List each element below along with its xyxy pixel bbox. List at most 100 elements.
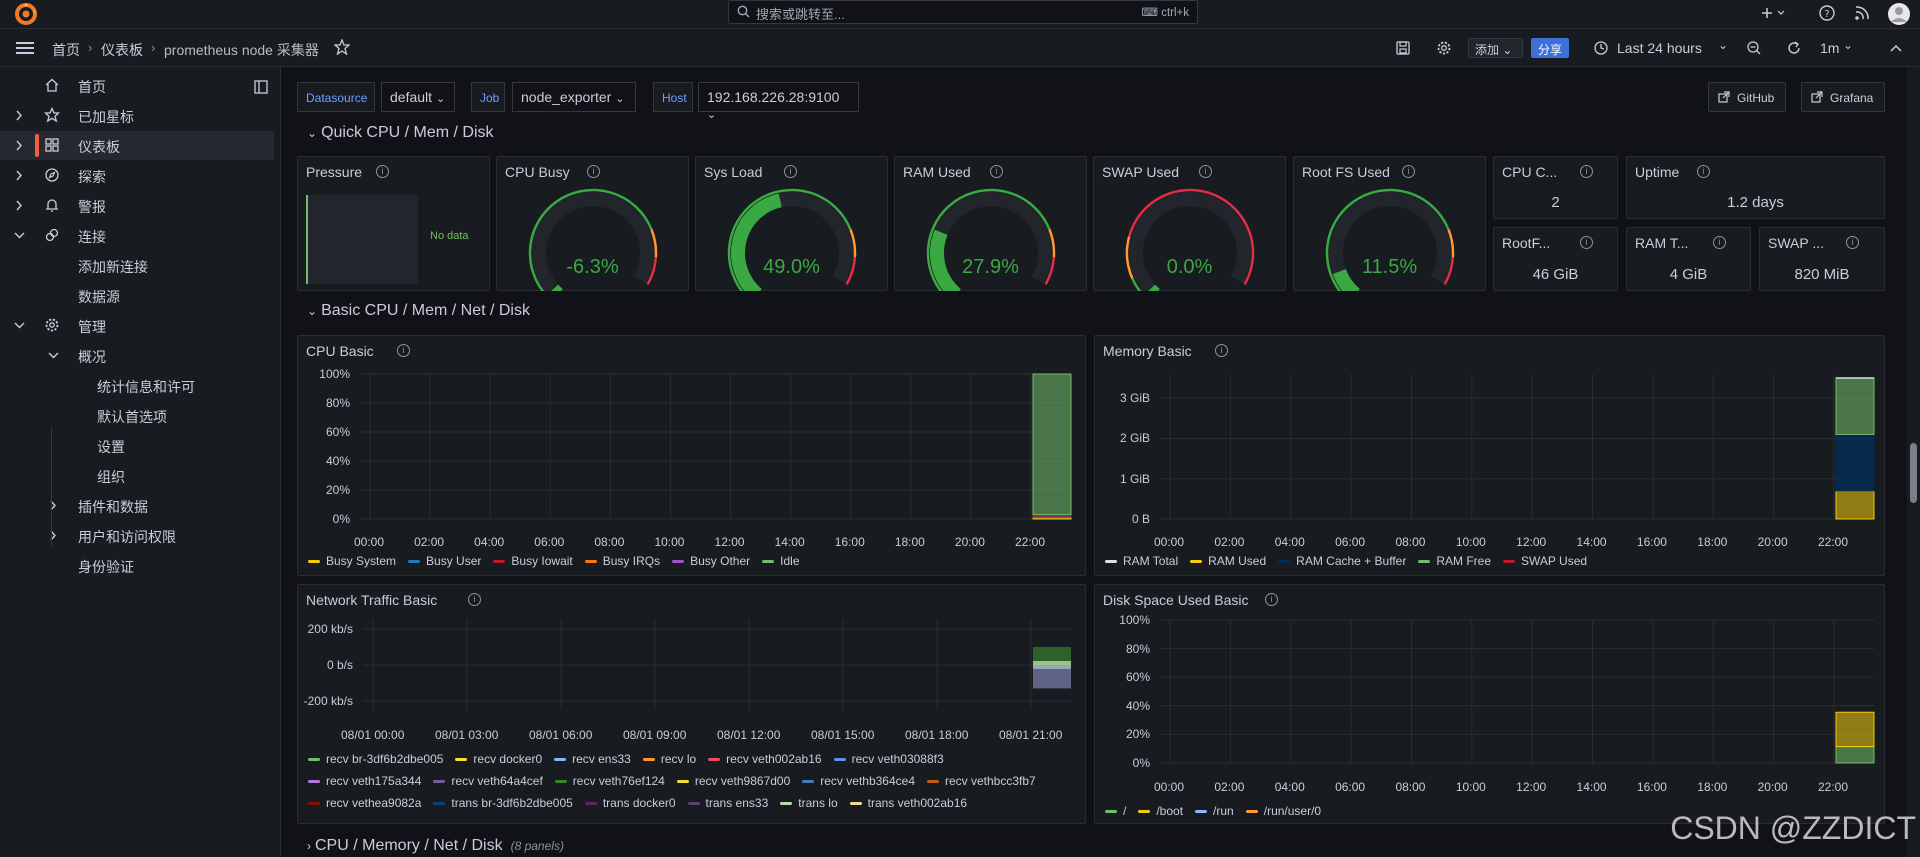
star-icon[interactable]	[334, 39, 350, 55]
info-icon[interactable]: i	[1265, 593, 1278, 606]
legend-item[interactable]: /run	[1195, 800, 1234, 822]
refresh-interval-picker[interactable]: 1m	[1820, 40, 1840, 56]
info-icon[interactable]: i	[784, 165, 797, 178]
info-icon[interactable]: i	[1199, 165, 1212, 178]
sidebar-item-general[interactable]: 概况	[0, 341, 274, 370]
legend-item[interactable]: recv lo	[642, 748, 696, 770]
legend-item[interactable]: recv docker0	[455, 748, 542, 770]
breadcrumb-home[interactable]: 首页	[52, 42, 80, 58]
sidebar-item-settings[interactable]: 设置	[0, 431, 274, 460]
sidebar-item-organizations[interactable]: 组织	[0, 461, 274, 490]
chevron-down-icon[interactable]	[12, 318, 26, 332]
github-link-button[interactable]: GitHub	[1708, 82, 1786, 112]
job-variable-select[interactable]: node_exporter ⌄	[512, 82, 636, 112]
row-basic-cpu-mem-net-disk[interactable]: ⌄ Basic CPU / Mem / Net / Disk	[307, 302, 530, 320]
info-icon[interactable]: i	[1580, 165, 1593, 178]
legend-item[interactable]: Busy User	[408, 550, 481, 572]
plus-icon[interactable]	[1757, 2, 1785, 24]
info-icon[interactable]: i	[990, 165, 1003, 178]
legend-item[interactable]: trans veth002ab16	[849, 792, 967, 814]
legend-item[interactable]: recv vethb364ce4	[802, 770, 915, 792]
info-icon[interactable]: i	[376, 165, 389, 178]
info-icon[interactable]: i	[397, 344, 410, 357]
breadcrumb-dashboards[interactable]: 仪表板	[101, 42, 143, 58]
stat-panel[interactable]: Uptime i 1.2 days	[1626, 156, 1885, 219]
chevron-right-icon[interactable]	[12, 138, 26, 152]
add-button[interactable]: 添加 ⌄	[1468, 38, 1523, 58]
scrollbar-thumb[interactable]	[1910, 443, 1917, 503]
legend-item[interactable]: recv br-3df6b2dbe005	[308, 748, 443, 770]
legend-item[interactable]: recv veth002ab16	[708, 748, 822, 770]
legend-item[interactable]: trans docker0	[584, 792, 676, 814]
chevron-right-icon[interactable]	[46, 498, 60, 512]
sidebar-item-datasources[interactable]: 数据源	[0, 281, 274, 310]
host-variable-select[interactable]: 192.168.226.28:9100 ⌄	[698, 82, 859, 121]
sidebar-item-users-access[interactable]: 用户和访问权限	[0, 521, 274, 550]
gauge-panel[interactable]: SWAP Used i 0.0%	[1093, 156, 1286, 291]
legend-item[interactable]: trans lo	[780, 792, 838, 814]
search-input[interactable]: 搜索或跳转至... ⌨ ctrl+k	[728, 0, 1198, 24]
info-icon[interactable]: i	[1215, 344, 1228, 357]
share-button[interactable]: 分享	[1531, 38, 1569, 58]
legend-item[interactable]: Busy IRQs	[584, 550, 660, 572]
chevron-right-icon[interactable]	[46, 528, 60, 542]
legend-item[interactable]: /boot	[1138, 800, 1183, 822]
sidebar-item-dashboards[interactable]: 仪表板	[0, 131, 274, 160]
sidebar-item-home[interactable]: 首页	[0, 71, 274, 100]
grafana-link-button[interactable]: Grafana	[1801, 82, 1885, 112]
stat-panel[interactable]: SWAP ... i 820 MiB	[1759, 227, 1885, 291]
refresh-icon[interactable]	[1786, 40, 1802, 56]
save-icon[interactable]	[1395, 40, 1411, 56]
legend-item[interactable]: /	[1105, 800, 1126, 822]
info-icon[interactable]: i	[1580, 236, 1593, 249]
dock-menu-icon[interactable]	[254, 80, 268, 94]
sidebar-item-plugins-data[interactable]: 插件和数据	[0, 491, 274, 520]
rss-news-icon[interactable]	[1851, 2, 1873, 24]
legend-item[interactable]: recv vethea9082a	[308, 792, 421, 814]
sidebar-item-stats-license[interactable]: 统计信息和许可	[0, 371, 274, 400]
legend-item[interactable]: recv veth03088f3	[833, 748, 944, 770]
info-icon[interactable]: i	[1402, 165, 1415, 178]
time-range-picker[interactable]: Last 24 hours	[1617, 40, 1702, 56]
legend-item[interactable]: Idle	[762, 550, 800, 572]
chevron-right-icon[interactable]	[12, 198, 26, 212]
legend-item[interactable]: recv veth9867d00	[676, 770, 790, 792]
user-avatar[interactable]	[1887, 2, 1910, 25]
sidebar-item-add-connection[interactable]: 添加新连接	[0, 251, 274, 280]
legend-item[interactable]: SWAP Used	[1503, 550, 1587, 572]
stat-panel[interactable]: RAM T... i 4 GiB	[1626, 227, 1751, 291]
legend-item[interactable]: RAM Free	[1418, 550, 1491, 572]
gauge-panel[interactable]: CPU Busy i -6.3%	[496, 156, 689, 291]
info-icon[interactable]: i	[1713, 236, 1726, 249]
legend-item[interactable]: recv veth64a4cef	[433, 770, 543, 792]
timeseries-panel[interactable]: Memory Basic i 3 GiB 2 GiB 1 GiB 0 B 00:00 02:…	[1094, 335, 1885, 576]
legend-item[interactable]: Busy Other	[672, 550, 750, 572]
chevron-right-icon[interactable]	[12, 168, 26, 182]
legend-item[interactable]: recv ens33	[554, 748, 631, 770]
chevron-right-icon[interactable]	[12, 108, 26, 122]
gauge-panel[interactable]: Sys Load i 49.0%	[695, 156, 888, 291]
chevron-down-icon[interactable]: ⌄	[1718, 38, 1729, 52]
help-icon[interactable]: ?	[1816, 2, 1838, 24]
timeseries-panel[interactable]: Network Traffic Basic i 200 kb/s 0 b/s -200…	[297, 584, 1086, 824]
grafana-logo-icon[interactable]	[14, 1, 38, 27]
legend-item[interactable]: recv veth76ef124	[554, 770, 665, 792]
gauge-panel[interactable]: Pressure i No data	[297, 156, 490, 291]
sidebar-item-alerting[interactable]: 警报	[0, 191, 274, 220]
row-quick-cpu-mem-disk[interactable]: ⌄ Quick CPU / Mem / Disk	[307, 124, 494, 142]
info-icon[interactable]: i	[1697, 165, 1710, 178]
legend-item[interactable]: RAM Total	[1105, 550, 1178, 572]
stat-panel[interactable]: CPU C... i 2	[1493, 156, 1618, 219]
sidebar-item-default-preferences[interactable]: 默认首选项	[0, 401, 274, 430]
timeseries-panel[interactable]: CPU Basic i 100% 80% 60% 40% 20% 0% 00:00 02:00 0…	[297, 335, 1086, 576]
chevron-down-icon[interactable]: ⌄	[1843, 38, 1854, 52]
zoom-out-icon[interactable]	[1746, 40, 1762, 56]
sidebar-item-authentication[interactable]: 身份验证	[0, 551, 274, 580]
legend-item[interactable]: recv veth175a344	[308, 770, 421, 792]
chevron-down-icon[interactable]	[12, 228, 26, 242]
stat-panel[interactable]: RootF... i 46 GiB	[1493, 227, 1618, 291]
legend-item[interactable]: RAM Cache + Buffer	[1278, 550, 1406, 572]
sidebar-item-connections[interactable]: 连接	[0, 221, 274, 250]
sidebar-item-starred[interactable]: 已加星标	[0, 101, 274, 130]
sidebar-item-administration[interactable]: 管理	[0, 311, 274, 340]
